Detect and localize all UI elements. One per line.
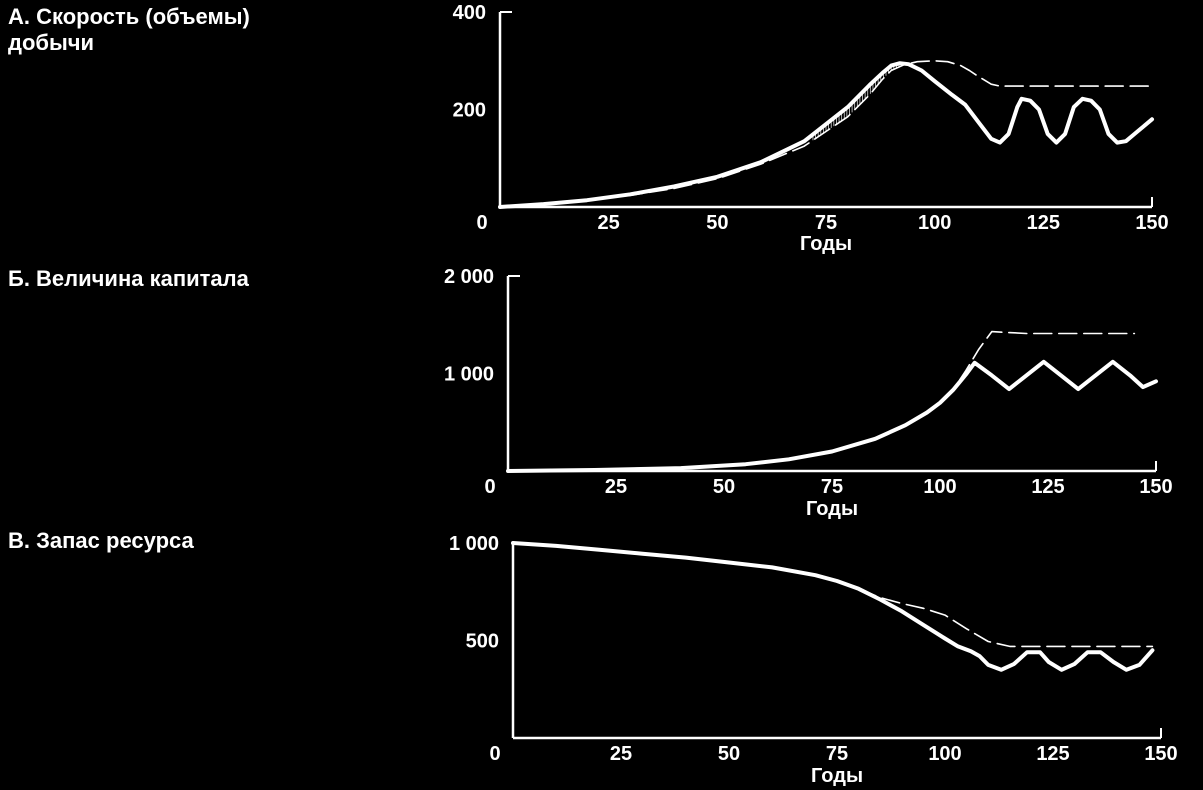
chart-b-x-tick-label: 125 [1031,476,1064,498]
chart-b-dashed-series-line [507,330,1136,472]
chart-c-x-tick-label: 0 [489,743,500,765]
chart-b-y-tick-label: 2 000 [444,266,494,288]
chart-b-x-tick-label: 75 [821,476,843,498]
chart-c-x-tick-label: 100 [928,743,961,765]
chart-a-x-tick-label: 100 [918,212,951,234]
panel-b-title: Б. Величина капитала [8,266,249,291]
chart-c-dashed-series-line [512,542,1154,648]
chart-a-x-axis-title: Годы [800,233,852,255]
chart-c-y-tick-label: 500 [466,631,499,653]
chart-a-x-tick-label: 0 [476,212,487,234]
chart-b-x-tick-label: 100 [923,476,956,498]
chart-c-x-tick-label: 25 [610,743,632,765]
chart-a-dashed-series-line [499,59,1153,208]
chart-c-x-tick-label: 125 [1036,743,1069,765]
chart-b-y-tick-label: 1 000 [444,364,494,386]
chart-c-x-axis-title: Годы [811,765,863,787]
chart-a-y-tick-label: 200 [453,100,486,122]
panel-a-title: А. Скорость (объемы) добычи [8,4,250,55]
panel-c-title: В. Запас ресурса [8,528,194,553]
chart-c-y-tick-label: 1 000 [449,533,499,555]
chart-b-x-axis-title: Годы [806,498,858,520]
chart-a-x-tick-label: 50 [706,212,728,234]
chart-a-x-tick-label: 125 [1027,212,1060,234]
chart-c-x-tick-label: 50 [718,743,740,765]
chart-a-x-tick-label: 150 [1135,212,1168,234]
chart-a-solid-series-line [498,61,1154,209]
chart-a-x-tick-label: 25 [598,212,620,234]
chart-a-x-tick-label: 75 [815,212,837,234]
chart-c-x-tick-label: 75 [826,743,848,765]
chart-b-x-tick-label: 150 [1139,476,1172,498]
chart-b-solid-series-line [506,359,1158,473]
chart-c-x-tick-label: 150 [1144,743,1177,765]
chart-b-x-tick-label: 0 [484,476,495,498]
chart-a-y-tick-label: 400 [453,2,486,24]
chart-c-solid-series-line [511,541,1155,672]
chart-b-x-tick-label: 25 [605,476,627,498]
chart-b-x-tick-label: 50 [713,476,735,498]
